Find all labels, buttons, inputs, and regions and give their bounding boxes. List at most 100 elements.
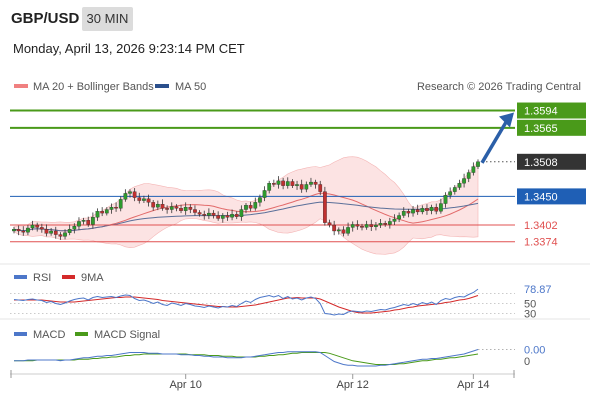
candle-body [188, 206, 193, 210]
candle-body [123, 193, 128, 200]
candle-body [49, 230, 53, 234]
datetime-label: Monday, April 13, 2026 9:23:14 PM CET [13, 41, 245, 56]
ma50-line [13, 201, 479, 232]
symbol-title: GBP/USD [11, 10, 80, 27]
level-label-1-3565: 1.3565 [524, 123, 558, 135]
candle-body [415, 209, 420, 213]
candle-body [118, 199, 123, 209]
candle-body [193, 209, 197, 213]
level-tag-resistance [517, 102, 586, 119]
price-panel: 1.3594 1.3565 1.3508 1.3450 1.3402 1.3374 [10, 102, 586, 255]
candle-body [53, 230, 58, 235]
legend-9ma: 9MA [81, 272, 104, 284]
legend-swatch-ma50 [155, 84, 169, 88]
axis-label-apr-14: Apr 14 [457, 379, 489, 391]
candle-body [248, 205, 253, 209]
forecast-arrow-shaft [480, 119, 509, 164]
candle-body [346, 227, 350, 234]
candle-body [21, 230, 26, 233]
candle-body [452, 187, 457, 192]
candle-body [397, 215, 401, 220]
candle-body [425, 208, 429, 211]
macd-signal-line [14, 352, 479, 365]
legend-swatch-macd [14, 332, 27, 336]
candle-body [313, 181, 318, 185]
candle-body [183, 206, 188, 211]
candle-body [220, 215, 225, 219]
candle-body [104, 209, 109, 214]
legend-swatch-9ma [62, 275, 75, 279]
candle-body [169, 206, 174, 210]
level-label-1-3374: 1.3374 [524, 237, 558, 249]
legend-macd-signal: MACD Signal [94, 329, 160, 341]
candle-body [258, 197, 262, 203]
candle-body [174, 206, 179, 209]
candle-body [290, 181, 295, 186]
candle-body [374, 224, 378, 227]
candle-body [86, 220, 91, 225]
candle-body [234, 214, 239, 217]
candle-body [95, 211, 100, 218]
legend-ma50: MA 50 [175, 81, 206, 93]
candle-body [225, 215, 230, 218]
axis-label-apr-12: Apr 12 [337, 379, 369, 391]
candle-body [429, 206, 434, 211]
forecast-arrow-head [499, 112, 514, 128]
attribution-text: Research © 2026 Trading Central [417, 81, 581, 93]
legend-swatch-ma20 [14, 84, 28, 88]
candle-body [146, 198, 151, 203]
rsi-9ma-line [14, 295, 479, 314]
candle-body [137, 197, 142, 201]
candle-body [327, 222, 332, 226]
candle-body [318, 184, 323, 192]
candle-body [100, 211, 105, 214]
candle-body [360, 226, 364, 228]
candle-body [114, 206, 118, 209]
candle-body [77, 221, 81, 227]
macd-tick-0: 0 [524, 356, 530, 368]
candle-body [16, 229, 21, 232]
legend-macd: MACD [33, 329, 65, 341]
legend-swatch-rsi [14, 275, 27, 279]
candle-body [35, 224, 40, 228]
candle-body [109, 206, 114, 210]
timeframe-badge[interactable]: 30 MIN [82, 7, 133, 31]
candle-body [439, 203, 443, 212]
rsi-line [13, 288, 479, 316]
candle-body [44, 229, 49, 234]
candle-body [30, 224, 35, 229]
chart-header: GBP/USD 30 MIN [0, 0, 590, 34]
candle-body [323, 191, 327, 223]
candle-body [239, 209, 244, 217]
level-label-1-3594: 1.3594 [524, 106, 558, 118]
candle-body [383, 223, 388, 225]
candle-body [443, 195, 448, 204]
level-label-1-3450: 1.3450 [524, 191, 558, 203]
candle-body [230, 214, 234, 218]
candle-body [332, 224, 337, 232]
candle-body [271, 183, 276, 185]
candle-body [471, 166, 476, 173]
candle-body [281, 180, 285, 186]
candle-body [434, 206, 439, 212]
rsi-tick-30: 30 [524, 309, 536, 321]
candle-body [355, 224, 360, 227]
candle-body [211, 212, 216, 216]
candle-body [128, 191, 132, 194]
candle-body [142, 198, 146, 201]
time-axis: Apr 10 Apr 12 Apr 14 [10, 370, 515, 391]
candle-body [462, 178, 466, 184]
macd-last-value: 0.00 [524, 345, 545, 357]
candle-body [197, 212, 202, 215]
candle-body [12, 229, 16, 232]
candle-body [401, 211, 406, 216]
candle-body [179, 208, 183, 211]
candle-body [448, 191, 453, 196]
candle-body [341, 229, 346, 234]
candle-body [411, 209, 415, 214]
candle-body [151, 202, 156, 208]
level-tag-current [517, 153, 586, 170]
level-tag-resistance [517, 119, 586, 136]
legend-ma20-bollinger: MA 20 + Bollinger Bands [33, 81, 154, 93]
candle-body [364, 224, 369, 228]
